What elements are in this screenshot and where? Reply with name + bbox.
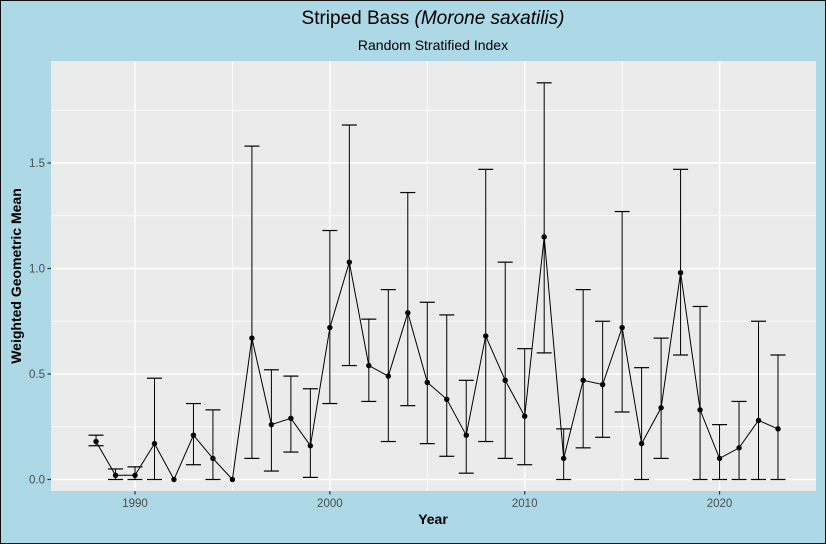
x-tick-label-1990: 1990 (122, 498, 148, 510)
y-tick-label-0: 0.0 (29, 475, 45, 487)
data-point-2015 (619, 324, 625, 331)
y-tick-label-1: 1.0 (29, 264, 45, 276)
data-point-2002 (366, 362, 372, 369)
chart-title-species: (Morone saxatilis) (414, 8, 565, 29)
data-point-2014 (599, 381, 606, 388)
chart-subtitle: Random Stratified Index (357, 37, 509, 53)
x-axis-title: Year (418, 511, 448, 527)
data-point-2006 (444, 396, 450, 403)
chart-title: Striped Bass (Morone saxatilis) (41, 8, 825, 30)
data-point-1993 (190, 432, 197, 438)
data-point-2012 (560, 455, 567, 462)
series-line (95, 236, 779, 481)
data-point-1988 (93, 438, 99, 445)
data-point-2003 (385, 373, 392, 379)
data-point-1994 (210, 455, 216, 462)
data-point-1989 (112, 472, 119, 478)
data-point-2005 (424, 379, 430, 386)
data-point-2023 (775, 426, 781, 432)
data-point-2011 (541, 234, 547, 240)
data-point-2016 (638, 440, 645, 447)
data-point-2013 (580, 377, 586, 384)
data-point-2007 (463, 432, 469, 438)
data-point-2009 (502, 377, 508, 384)
data-point-2020 (716, 455, 723, 462)
data-point-1996 (249, 335, 255, 341)
y-tick-label-1.5: 1.5 (29, 158, 45, 170)
data-point-2018 (677, 270, 684, 276)
data-point-1992 (171, 476, 177, 483)
data-point-1991 (151, 440, 158, 447)
data-point-1998 (288, 415, 294, 422)
plot-panel (51, 61, 816, 491)
data-point-2010 (522, 413, 528, 419)
x-tick-label-2010: 2010 (512, 498, 538, 510)
data-point-2017 (658, 405, 664, 411)
chart-title-main: Striped Bass (301, 8, 415, 29)
data-point-1997 (268, 421, 275, 428)
data-point-2008 (483, 333, 489, 339)
data-point-1990 (132, 472, 138, 478)
data-point-2021 (736, 445, 742, 451)
data-point-2001 (346, 259, 353, 265)
x-tick-label-2000: 2000 (317, 498, 343, 510)
x-tick-label-2020: 2020 (707, 498, 733, 510)
data-point-2000 (327, 324, 333, 331)
y-tick-label-0.5: 0.5 (29, 369, 45, 381)
data-point-2004 (405, 310, 411, 316)
data-point-1999 (307, 443, 314, 449)
data-point-2019 (697, 407, 703, 413)
y-axis-title: Weighted Geometric Mean (8, 188, 24, 364)
data-point-1995 (229, 476, 236, 483)
data-point-2022 (755, 417, 762, 424)
